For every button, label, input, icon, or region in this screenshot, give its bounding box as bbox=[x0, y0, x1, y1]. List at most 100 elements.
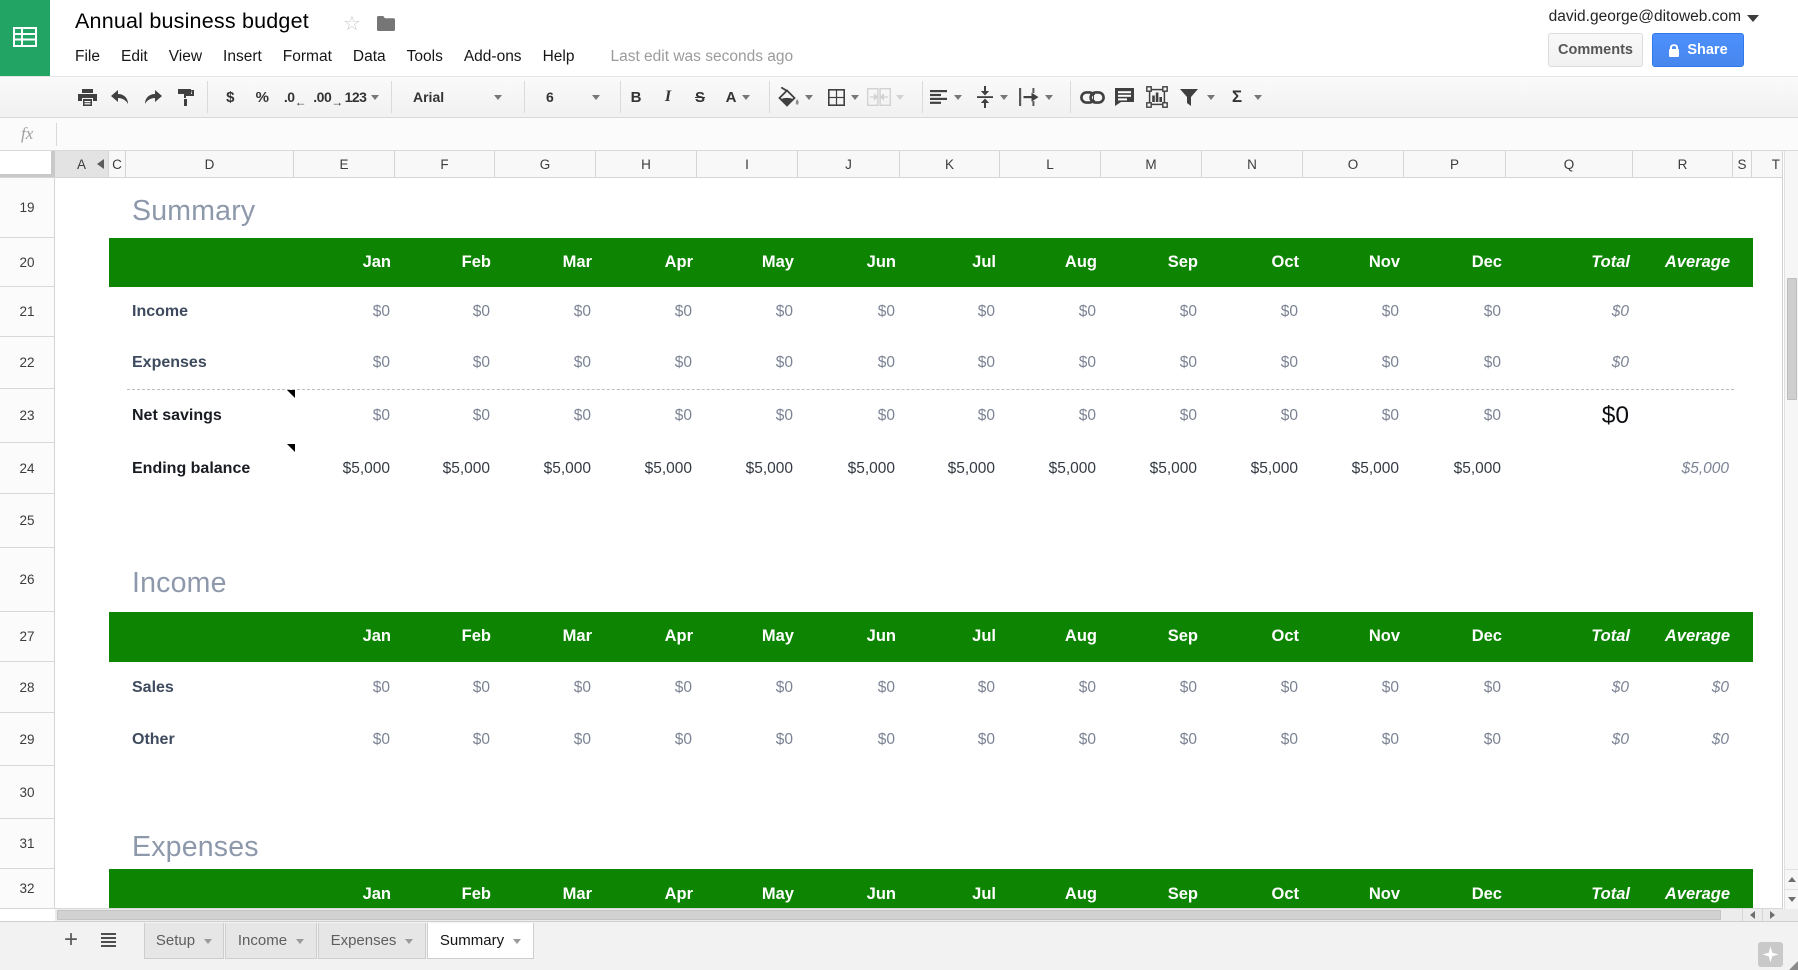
cell-value[interactable]: $0 bbox=[775, 678, 793, 696]
header-month-mar[interactable]: Mar bbox=[562, 252, 592, 271]
cell-value[interactable]: $0 bbox=[977, 407, 995, 424]
header-month-aug[interactable]: Aug bbox=[1064, 252, 1097, 271]
cell-value[interactable]: $0 bbox=[1078, 303, 1096, 320]
row-header-23[interactable]: 23 bbox=[0, 389, 54, 443]
header-month-aug[interactable]: Aug bbox=[1064, 627, 1097, 645]
header-month-jul[interactable]: Jul bbox=[972, 884, 996, 903]
header-month-sep[interactable]: Sep bbox=[1167, 252, 1198, 271]
header-total[interactable]: Total bbox=[1591, 884, 1630, 903]
cell-value[interactable]: $0 bbox=[1280, 354, 1298, 371]
sheet-tab-income[interactable]: Income bbox=[225, 923, 317, 959]
more-formats-button[interactable]: 123 bbox=[339, 77, 385, 117]
header-month-aug[interactable]: Aug bbox=[1064, 884, 1097, 903]
header-total[interactable]: Total bbox=[1591, 627, 1630, 645]
tab-caret-icon[interactable] bbox=[204, 939, 213, 944]
cell-value[interactable]: $0 bbox=[674, 678, 692, 696]
table-header-bar-income[interactable]: Jan Feb Mar Apr May Jun Jul Aug Sep Oct Nov Dec Tota… bbox=[109, 612, 1753, 662]
tab-caret-icon[interactable] bbox=[296, 939, 305, 944]
column-header-K[interactable]: K bbox=[900, 151, 1000, 177]
cell-value[interactable]: $0 bbox=[1483, 303, 1501, 320]
horizontal-scrollbar-thumb[interactable] bbox=[57, 910, 1721, 920]
scroll-up-button[interactable] bbox=[1785, 869, 1798, 889]
last-edit-status[interactable]: Last edit was seconds ago bbox=[610, 48, 794, 65]
menu-data[interactable]: Data bbox=[352, 48, 386, 65]
column-header-I[interactable]: I bbox=[697, 151, 798, 177]
cell-value[interactable]: $0 bbox=[1280, 407, 1298, 424]
header-month-jun[interactable]: Jun bbox=[866, 252, 896, 271]
column-header-Q[interactable]: Q bbox=[1506, 151, 1633, 177]
menu-addons[interactable]: Add-ons bbox=[463, 48, 522, 65]
row-header-19[interactable]: 19 bbox=[0, 178, 54, 238]
column-header-P[interactable]: P bbox=[1404, 151, 1506, 177]
menu-help[interactable]: Help bbox=[542, 48, 575, 65]
header-month-feb[interactable]: Feb bbox=[461, 252, 491, 271]
row-header-22[interactable]: 22 bbox=[0, 337, 54, 389]
cell-value[interactable]: $0 bbox=[1179, 730, 1197, 748]
account-caret-icon[interactable] bbox=[1747, 15, 1759, 22]
font-family-selector[interactable]: Arial bbox=[397, 77, 517, 117]
cell-value[interactable]: $0 bbox=[674, 303, 692, 320]
column-header-C[interactable]: C bbox=[109, 151, 126, 177]
header-month-jan[interactable]: Jan bbox=[362, 627, 391, 645]
cell-value[interactable]: $0 bbox=[372, 678, 390, 696]
header-month-apr[interactable]: Apr bbox=[664, 884, 693, 903]
italic-button[interactable]: I bbox=[664, 88, 672, 105]
menu-insert[interactable]: Insert bbox=[223, 48, 262, 65]
cell-value[interactable]: $5,000 bbox=[644, 459, 692, 477]
scroll-left-button[interactable] bbox=[1742, 909, 1762, 921]
row-label-income[interactable]: Income bbox=[132, 303, 189, 320]
font-size-selector[interactable]: 6 bbox=[526, 77, 618, 117]
cell-value[interactable]: $0 bbox=[1483, 678, 1501, 696]
header-average[interactable]: Average bbox=[1664, 627, 1730, 645]
comments-button[interactable]: Comments bbox=[1548, 33, 1643, 67]
row-header-25[interactable]: 25 bbox=[0, 494, 54, 548]
cell-value[interactable]: $0 bbox=[775, 303, 793, 320]
note-marker-icon[interactable] bbox=[287, 444, 295, 452]
cell-value[interactable]: $0 bbox=[573, 407, 591, 424]
header-month-sep[interactable]: Sep bbox=[1167, 627, 1198, 645]
cell-value[interactable]: $0 bbox=[775, 730, 793, 748]
row-label-sales[interactable]: Sales bbox=[132, 678, 174, 696]
header-month-sep[interactable]: Sep bbox=[1167, 884, 1198, 903]
cell-value[interactable]: $0 bbox=[977, 354, 995, 371]
cell-value[interactable]: $0 bbox=[1381, 354, 1399, 371]
text-color-button[interactable]: A bbox=[718, 77, 758, 117]
header-average[interactable]: Average bbox=[1664, 884, 1730, 903]
row-header-29[interactable]: 29 bbox=[0, 713, 54, 766]
cell-value[interactable]: $5,000 bbox=[847, 459, 895, 477]
cell-value[interactable]: $0 bbox=[1280, 303, 1298, 320]
cell-average[interactable]: $5,000 bbox=[1681, 459, 1729, 477]
borders-button[interactable] bbox=[821, 77, 865, 117]
cell-total[interactable]: $0 bbox=[1611, 730, 1629, 748]
header-total[interactable]: Total bbox=[1591, 252, 1630, 271]
row-label-ending-balance[interactable]: Ending balance bbox=[132, 459, 251, 477]
cell-value[interactable]: $0 bbox=[472, 407, 490, 424]
sheets-logo-icon[interactable] bbox=[0, 0, 50, 76]
format-currency-button[interactable]: $ bbox=[226, 88, 234, 106]
header-month-dec[interactable]: Dec bbox=[1471, 627, 1502, 645]
increase-decimal-button[interactable]: .00→ bbox=[313, 89, 343, 109]
cell-value[interactable]: $5,000 bbox=[1149, 459, 1197, 477]
cell-total[interactable]: $0 bbox=[1611, 678, 1629, 696]
insert-comment-button[interactable] bbox=[1109, 77, 1139, 117]
cell-average[interactable]: $0 bbox=[1711, 678, 1729, 696]
section-heading-expenses[interactable]: Expenses bbox=[132, 831, 259, 863]
cell-value[interactable]: $0 bbox=[472, 678, 490, 696]
column-header-S[interactable]: S bbox=[1733, 151, 1752, 177]
header-month-jan[interactable]: Jan bbox=[362, 252, 391, 271]
row-header-30[interactable]: 30 bbox=[0, 766, 54, 819]
menu-file[interactable]: File bbox=[75, 48, 100, 65]
cell-value[interactable]: $0 bbox=[1078, 678, 1096, 696]
cell-total[interactable]: $0 bbox=[1611, 354, 1629, 371]
vertical-scrollbar[interactable] bbox=[1784, 151, 1798, 909]
header-month-may[interactable]: May bbox=[761, 884, 794, 903]
all-sheets-button[interactable] bbox=[101, 933, 116, 947]
cell-value[interactable]: $0 bbox=[372, 354, 390, 371]
header-month-nov[interactable]: Nov bbox=[1368, 252, 1400, 271]
column-header-T[interactable]: T bbox=[1752, 151, 1783, 177]
cell-value[interactable]: $0 bbox=[1381, 730, 1399, 748]
header-month-nov[interactable]: Nov bbox=[1368, 627, 1400, 645]
cell-value[interactable]: $0 bbox=[1483, 730, 1501, 748]
cell-value[interactable]: $0 bbox=[877, 303, 895, 320]
explore-button[interactable] bbox=[1758, 942, 1783, 967]
